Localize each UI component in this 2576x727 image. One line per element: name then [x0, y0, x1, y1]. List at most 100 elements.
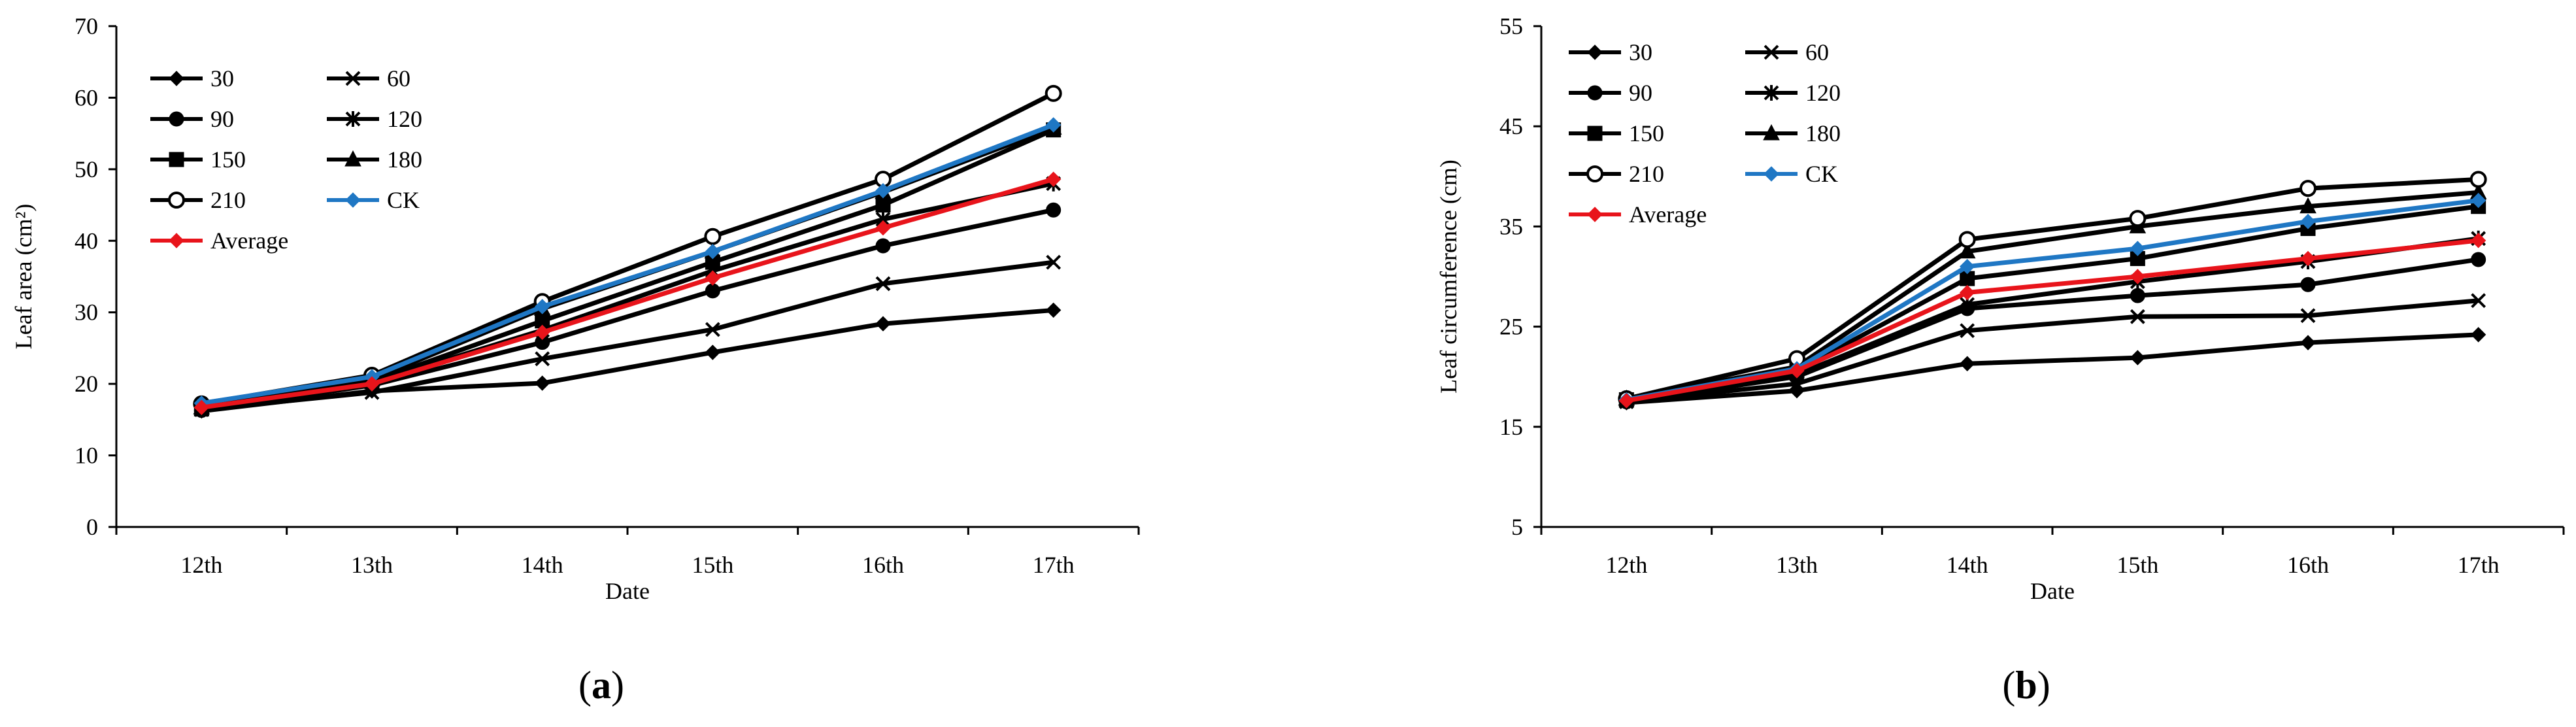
legend-label: 210	[1629, 161, 1664, 187]
legend-marker	[1763, 124, 1780, 141]
data-point	[705, 345, 721, 360]
data-point	[2470, 233, 2486, 248]
legend-item-210: 210	[1569, 161, 1664, 187]
legend-item-30: 30	[1569, 39, 1652, 65]
legend-marker	[169, 111, 184, 127]
data-point	[1959, 258, 1975, 275]
legend-label: 90	[210, 106, 234, 132]
data-point	[2469, 171, 2487, 188]
data-point	[875, 276, 891, 292]
legend-label: 30	[210, 65, 234, 92]
panel-label-open: (	[578, 664, 592, 707]
data-point	[1045, 84, 1062, 102]
x-tick-label: 12th	[1605, 552, 1647, 578]
x-tick-label: 12th	[180, 552, 222, 578]
legend-marker	[1764, 44, 1779, 60]
series-line	[201, 177, 1054, 410]
data-point	[2300, 277, 2316, 292]
legend-label: 150	[1629, 120, 1664, 146]
data-point	[1045, 171, 1062, 187]
legend-label: 120	[1805, 80, 1841, 106]
chart-panel-b: 5 15 25 35 45 55 12th 13th 14th 15th 16th 17th Date L…	[1435, 13, 2565, 707]
x-tick-label: 17th	[1033, 552, 1075, 578]
series-line	[1626, 332, 2479, 405]
data-point	[1046, 254, 1062, 270]
legend-label: 150	[210, 146, 246, 173]
series-30	[1618, 327, 2486, 411]
panel-label-letter: b	[2015, 664, 2037, 707]
legend-item-60: 60	[327, 65, 410, 92]
legend-marker	[1764, 166, 1779, 182]
data-point	[1046, 202, 1062, 218]
series-line	[201, 122, 1054, 406]
data-point	[2300, 180, 2317, 197]
data-point	[2130, 269, 2146, 284]
legend-label: 90	[1629, 80, 1652, 106]
x-tick-label: 16th	[862, 552, 904, 578]
legend-label: 210	[210, 187, 246, 213]
legend-label: CK	[1805, 161, 1838, 187]
series-120	[193, 175, 1062, 417]
panel-label-close: )	[611, 664, 624, 707]
legend-item-120: 120	[327, 106, 422, 132]
legend-item-average: Average	[150, 228, 288, 254]
legend-marker	[169, 152, 184, 167]
legend-item-30: 30	[150, 65, 234, 92]
data-point	[875, 220, 891, 236]
legend-item-180: 180	[327, 146, 422, 173]
data-point	[1958, 242, 1976, 259]
x-tick-label: 14th	[522, 552, 563, 578]
legend-item-210: 210	[150, 187, 246, 213]
data-point	[2470, 192, 2486, 209]
legend-item-90: 90	[1569, 80, 1652, 106]
legend-item-90: 90	[150, 106, 234, 132]
data-point	[704, 228, 722, 245]
series-average	[193, 171, 1062, 415]
data-point	[2130, 309, 2145, 324]
data-point	[2300, 197, 2317, 214]
legend-label: 180	[387, 146, 422, 173]
legend-marker	[1587, 207, 1603, 222]
legend-label: 180	[1805, 120, 1841, 146]
legend-marker	[1587, 44, 1603, 60]
legend-marker	[168, 192, 185, 209]
data-point	[875, 197, 891, 213]
panel-label: (a)	[578, 664, 624, 707]
legend-marker	[169, 233, 184, 248]
y-tick-label: 60	[75, 84, 98, 110]
x-tick-label: 16th	[2287, 552, 2329, 578]
legend-marker	[345, 192, 361, 208]
data-point	[2130, 350, 2146, 365]
series-90	[1618, 252, 2486, 409]
legend-item-120: 120	[1745, 80, 1841, 106]
x-tick-label: 17th	[2458, 552, 2500, 578]
legend-label: Average	[210, 228, 288, 254]
y-tick-label: 15	[1499, 414, 1523, 440]
series-210	[1618, 171, 2487, 407]
legend-label: 60	[387, 65, 410, 92]
data-point	[534, 375, 550, 391]
panel-label-letter: a	[592, 664, 611, 707]
legend-label: 120	[387, 106, 422, 132]
legend-item-average: Average	[1569, 201, 1707, 228]
legend-marker	[1587, 85, 1603, 101]
data-point	[1618, 393, 1635, 409]
series-60	[1618, 293, 2486, 409]
y-axis-title: Leaf circumference (cm)	[1435, 160, 1462, 394]
data-point	[705, 270, 721, 286]
data-point	[534, 299, 550, 314]
x-tick-label: 15th	[692, 552, 733, 578]
panel-label: (b)	[2002, 664, 2050, 707]
legend-item-ck: CK	[1745, 161, 1838, 187]
data-point	[534, 324, 550, 341]
legend-item-180: 180	[1745, 120, 1841, 146]
y-tick-label: 0	[86, 514, 98, 540]
legend-label: 30	[1629, 39, 1652, 65]
data-point	[1959, 356, 1975, 371]
data-point	[1958, 231, 1976, 248]
legend-marker	[169, 71, 184, 86]
data-point	[1959, 284, 1975, 301]
chart-panel-a: 0 10 20 30 40 50 60 70 12th 13th 14th 15th 16th 17th D…	[10, 13, 1140, 707]
y-tick-label: 50	[75, 156, 98, 182]
